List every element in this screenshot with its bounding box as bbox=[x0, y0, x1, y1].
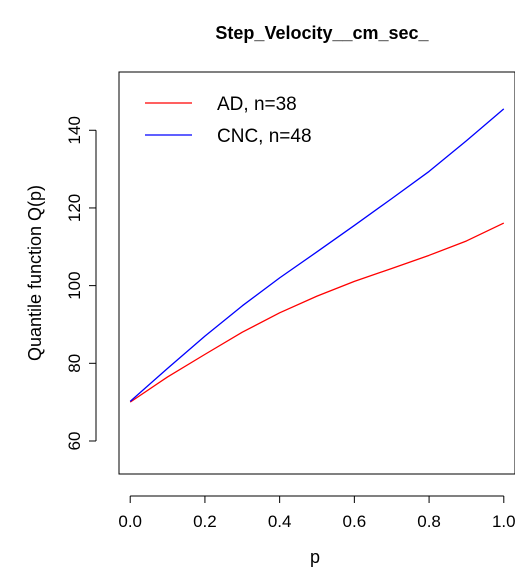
x-tick-label: 0.8 bbox=[417, 512, 441, 531]
series-line-0 bbox=[129, 222, 505, 403]
plot-frame bbox=[118, 71, 515, 475]
legend: AD, n=38 CNC, n=48 bbox=[145, 94, 312, 147]
x-tick-label: 0.2 bbox=[193, 512, 217, 531]
x-tick-label: 0.0 bbox=[118, 512, 142, 531]
legend-label: CNC, n=48 bbox=[217, 126, 312, 147]
y-tick-label: 140 bbox=[65, 116, 84, 144]
x-tick-label: 0.6 bbox=[343, 512, 367, 531]
x-axis: 0.0 0.2 0.4 0.6 0.8 1.0 bbox=[118, 495, 515, 531]
series-line-1 bbox=[129, 108, 505, 402]
x-axis-label: p bbox=[310, 547, 320, 567]
y-tick-label: 100 bbox=[65, 271, 84, 299]
y-tick-label: 80 bbox=[65, 354, 84, 373]
y-axis: 60 80 100 120 140 bbox=[65, 116, 97, 451]
y-axis-label: Quantile function Q(p) bbox=[25, 185, 45, 361]
chart-title: Step_Velocity__cm_sec_ bbox=[215, 23, 429, 43]
x-tick-label: 0.4 bbox=[268, 512, 292, 531]
y-tick-label: 120 bbox=[65, 194, 84, 222]
y-tick-label: 60 bbox=[65, 432, 84, 451]
x-tick-label: 1.0 bbox=[492, 512, 515, 531]
series-layer bbox=[129, 108, 505, 403]
legend-label: AD, n=38 bbox=[217, 94, 297, 115]
